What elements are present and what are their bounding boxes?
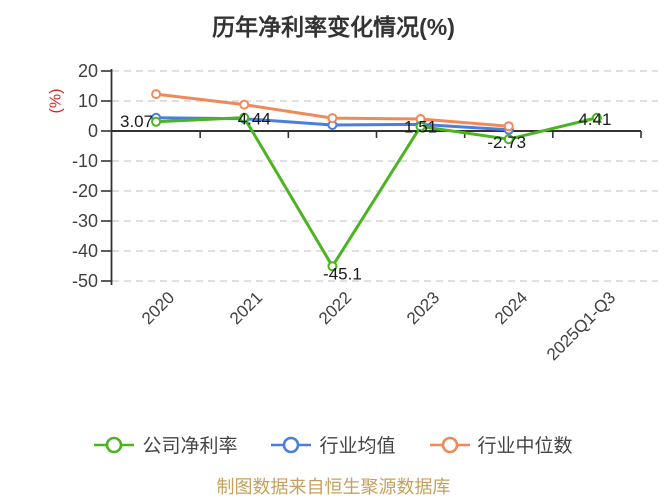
y-tick-label: -40 (71, 241, 98, 261)
point-label: 3.07 (120, 112, 153, 131)
legend-item-公司净利率[interactable]: 公司净利率 (94, 431, 237, 458)
point-label: 4.41 (578, 110, 611, 129)
y-tick-label: 20 (77, 61, 98, 81)
legend-item-行业中位数[interactable]: 行业中位数 (429, 431, 573, 458)
chart-legend: 公司净利率 行业均值 行业中位数 (0, 431, 667, 458)
series-line-公司净利率 (154, 116, 599, 268)
data-point (591, 112, 602, 123)
y-tick-label: -20 (71, 181, 98, 201)
legend-line-marker-icon (271, 436, 312, 453)
legend-line-marker-icon (429, 436, 470, 453)
data-point (151, 116, 162, 127)
y-tick-label: -50 (71, 271, 98, 291)
data-point (151, 89, 162, 100)
legend-item-行业均值[interactable]: 行业均值 (271, 431, 396, 458)
data-source-note: 制图数据来自恒生聚源数据库 (216, 477, 451, 497)
legend-line-marker-icon (94, 436, 135, 453)
data-point (415, 121, 426, 132)
data-point (239, 112, 250, 123)
point-label: 4.44 (238, 110, 271, 129)
data-point (503, 134, 514, 145)
y-tick-label: -30 (71, 211, 98, 231)
legend-label: 行业均值 (319, 436, 396, 457)
legend-label: 行业中位数 (477, 436, 573, 457)
point-label: -2.73 (487, 133, 526, 152)
data-point (327, 261, 338, 272)
legend-label: 公司净利率 (142, 436, 238, 457)
data-point (503, 121, 514, 132)
data-point (327, 113, 338, 124)
y-tick-label: -10 (71, 151, 98, 171)
point-label: 1.51 (404, 117, 437, 136)
y-tick-label: 10 (77, 91, 98, 111)
point-label: -45.1 (323, 264, 362, 283)
y-tick-label: 0 (87, 121, 98, 141)
data-point (239, 99, 250, 110)
chart-title: 历年净利率变化情况(%) (212, 14, 455, 40)
